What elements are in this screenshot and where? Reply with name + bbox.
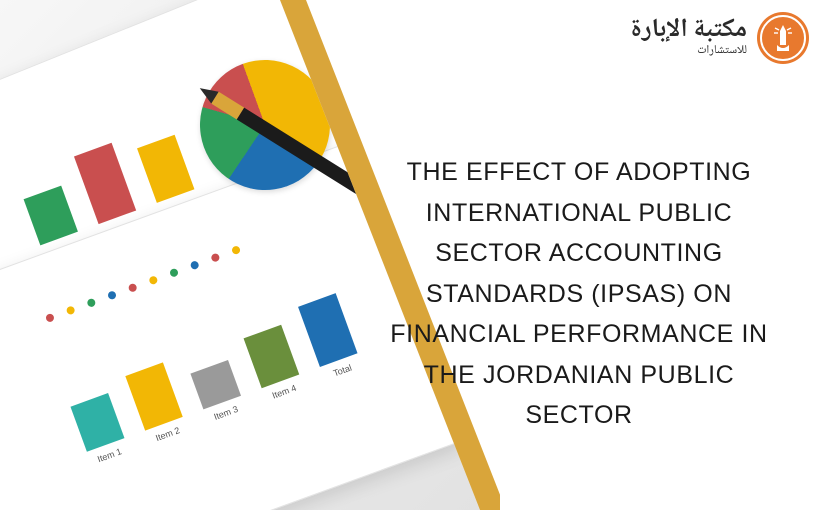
bar-fill bbox=[244, 325, 300, 388]
bar bbox=[68, 126, 136, 224]
bar: Item 3 bbox=[182, 336, 247, 425]
bar-fill bbox=[190, 360, 241, 410]
brand-text: مكتبة الإبارة للاستشارات bbox=[631, 18, 747, 58]
brand-logo: مكتبة الإبارة للاستشارات bbox=[631, 12, 809, 64]
lighthouse-icon bbox=[771, 23, 795, 53]
document-title: THE EFFECT OF ADOPTING INTERNATIONAL PUB… bbox=[369, 152, 789, 436]
bar-fill bbox=[125, 363, 182, 431]
brand-mark-icon bbox=[757, 12, 809, 64]
bar-fill bbox=[74, 143, 136, 224]
bar: Item 4 bbox=[240, 314, 305, 403]
page-root: Item 1Item 2Item 3Item 4Total مكتبة الإب… bbox=[0, 0, 825, 510]
bar: Item 2 bbox=[123, 357, 188, 446]
